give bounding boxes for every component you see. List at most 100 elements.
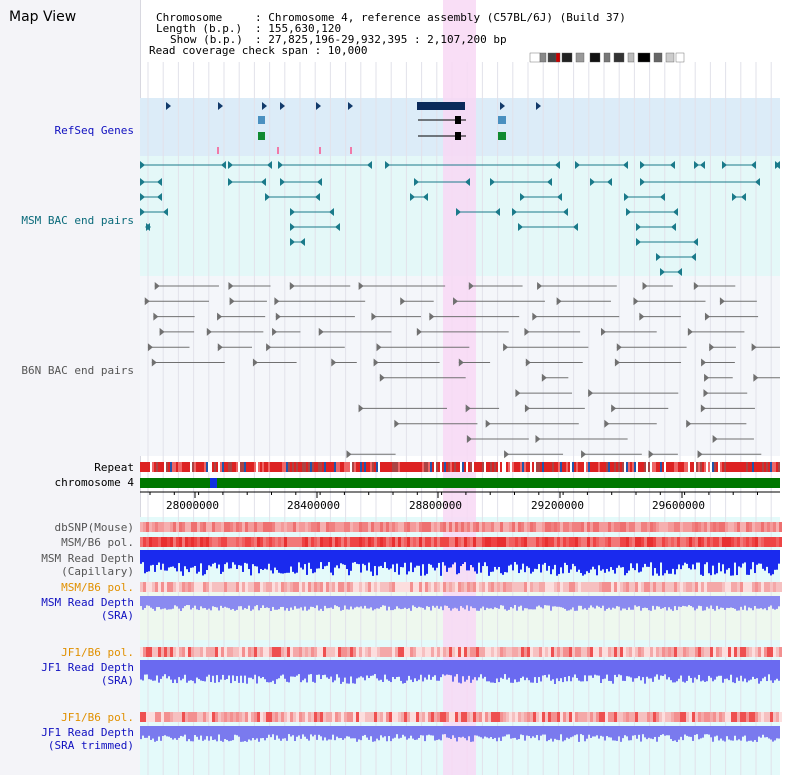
msm-b6-pol-cell bbox=[521, 582, 524, 592]
repeat-element bbox=[742, 462, 744, 472]
track-label-msm-read-depth-capillary[interactable]: MSM Read Depth bbox=[41, 552, 134, 565]
msm-depth-sra-bar bbox=[648, 596, 650, 611]
msm-depth-capillary-bar bbox=[650, 550, 652, 563]
jf1-depth-trimmed-bar bbox=[556, 726, 558, 740]
jf1-depth-trimmed-bar bbox=[314, 726, 316, 735]
track-label-jf1-b6-pol[interactable]: JF1/B6 pol. bbox=[61, 646, 134, 659]
dbsnp-cell bbox=[389, 522, 392, 532]
jf1-depth-trimmed-bar bbox=[276, 726, 278, 736]
msm-b6-pol-cell bbox=[284, 582, 287, 592]
jf1-b6-pol-cell bbox=[293, 647, 296, 657]
jf1-depth-trimmed-bar bbox=[252, 726, 254, 739]
msm-b6-pol-cell bbox=[767, 582, 770, 592]
jf1-depth-sra-bar bbox=[192, 660, 194, 681]
repeat-element bbox=[726, 462, 728, 472]
track-label-b6n-bac-end-pairs[interactable]: B6N BAC end pairs bbox=[21, 364, 134, 377]
track-label-dbsnp[interactable]: dbSNP(Mouse) bbox=[54, 521, 134, 534]
msm-depth-sra-bar bbox=[304, 596, 306, 607]
jf1-depth-sra-bar bbox=[634, 660, 636, 679]
repeat-element bbox=[748, 462, 750, 472]
jf1-b6-pol-cell bbox=[437, 647, 440, 657]
bac-end-icon bbox=[275, 312, 281, 321]
msm-b6-pol-cell bbox=[227, 582, 230, 592]
jf1-depth-trimmed-bar bbox=[684, 726, 686, 735]
bac-end-icon bbox=[466, 435, 472, 443]
jf1-depth-sra-bar bbox=[484, 660, 486, 677]
jf1-b6-pol-cell bbox=[260, 647, 263, 657]
jf1-b6-pol-cell bbox=[530, 647, 533, 657]
jf1-b6-pol-cell bbox=[704, 647, 707, 657]
jf1-depth-trimmed-bar bbox=[258, 726, 260, 742]
msm-depth-sra-bar bbox=[428, 596, 430, 607]
track-label-msm-b6-pol[interactable]: MSM/B6 pol. bbox=[61, 536, 134, 549]
jf1-depth-sra-bar bbox=[588, 660, 590, 676]
track-label-msm-b6-pol-2[interactable]: MSM/B6 pol. bbox=[61, 581, 134, 594]
msm-depth-capillary-bar bbox=[696, 550, 698, 563]
msm-b6-pol-cell bbox=[542, 582, 545, 592]
msm-depth-sra-bar bbox=[706, 596, 708, 607]
track-label-msm-bac-end-pairs[interactable]: MSM BAC end pairs bbox=[21, 214, 134, 227]
repeat-element bbox=[624, 462, 626, 472]
msm-depth-sra-bar bbox=[264, 596, 266, 608]
msm-depth-sra-bar bbox=[482, 596, 484, 607]
jf1-depth-sra-bar bbox=[240, 660, 242, 676]
msm-b6-pol-cell bbox=[692, 582, 695, 592]
track-label-refseq-genes[interactable]: RefSeq Genes bbox=[54, 124, 134, 137]
jf1-b6-pol-cell bbox=[260, 712, 263, 722]
jf1-depth-trimmed-bar bbox=[480, 726, 482, 738]
jf1-depth-trimmed-bar bbox=[536, 726, 538, 736]
dbsnp-cell bbox=[557, 522, 560, 532]
msm-depth-capillary-bar bbox=[656, 550, 658, 574]
repeat-element bbox=[466, 462, 468, 472]
msm-b6-pol-cell bbox=[725, 537, 728, 547]
msm-b6-pol-cell bbox=[203, 582, 206, 592]
dbsnp-cell bbox=[404, 522, 407, 532]
jf1-depth-sra-bar bbox=[550, 660, 552, 681]
msm-b6-pol-cell bbox=[359, 582, 362, 592]
msm-depth-capillary-bar bbox=[770, 550, 772, 576]
axis-tick-label: 28000000 bbox=[166, 499, 219, 512]
msm-b6-pol-cell bbox=[527, 582, 530, 592]
jf1-depth-trimmed-bar bbox=[434, 726, 436, 741]
repeat-element bbox=[738, 462, 740, 472]
msm-depth-capillary-bar bbox=[216, 550, 218, 569]
jf1-depth-trimmed-bar bbox=[770, 726, 772, 740]
jf1-depth-sra-bar bbox=[170, 660, 172, 680]
jf1-depth-sra-bar bbox=[750, 660, 752, 680]
jf1-depth-sra-bar bbox=[734, 660, 736, 684]
msm-depth-sra-bar bbox=[228, 596, 230, 609]
dbsnp-cell bbox=[680, 522, 683, 532]
dbsnp-cell bbox=[611, 522, 614, 532]
msm-b6-pol-cell bbox=[695, 537, 698, 547]
dbsnp-cell bbox=[452, 522, 455, 532]
msm-b6-pol-cell bbox=[251, 537, 254, 547]
msm-b6-pol-cell bbox=[155, 537, 158, 547]
gene-arrow-icon bbox=[500, 102, 505, 110]
jf1-depth-trimmed-bar bbox=[682, 726, 684, 741]
msm-depth-capillary-bar bbox=[168, 550, 170, 568]
jf1-b6-pol-cell bbox=[344, 647, 347, 657]
msm-b6-pol-cell bbox=[368, 537, 371, 547]
repeat-element bbox=[728, 462, 730, 472]
msm-b6-pol-cell bbox=[686, 537, 689, 547]
ideogram-band bbox=[589, 52, 601, 63]
repeat-element bbox=[772, 462, 774, 472]
jf1-b6-pol-cell bbox=[398, 647, 401, 657]
msm-depth-capillary-bar bbox=[670, 550, 672, 574]
track-label-jf1-b6-pol-2[interactable]: JF1/B6 pol. bbox=[61, 711, 134, 724]
repeat-element bbox=[614, 462, 616, 472]
jf1-depth-trimmed-bar bbox=[564, 726, 566, 741]
msm-b6-pol-cell bbox=[512, 582, 515, 592]
msm-depth-capillary-bar bbox=[224, 550, 226, 565]
msm-b6-pol-cell bbox=[611, 582, 614, 592]
track-label-jf1-read-depth-sra[interactable]: JF1 Read Depth bbox=[41, 661, 134, 674]
track-label-msm-read-depth-sra[interactable]: MSM Read Depth bbox=[41, 596, 134, 609]
jf1-b6-pol-cell bbox=[323, 712, 326, 722]
bac-end-icon bbox=[701, 358, 707, 367]
msm-depth-capillary-bar bbox=[570, 550, 572, 570]
repeat-element bbox=[546, 462, 548, 472]
track-label-jf1-read-depth-trimmed[interactable]: JF1 Read Depth bbox=[41, 726, 134, 739]
msm-b6-pol-cell bbox=[743, 582, 746, 592]
jf1-depth-trimmed-bar bbox=[534, 726, 536, 738]
